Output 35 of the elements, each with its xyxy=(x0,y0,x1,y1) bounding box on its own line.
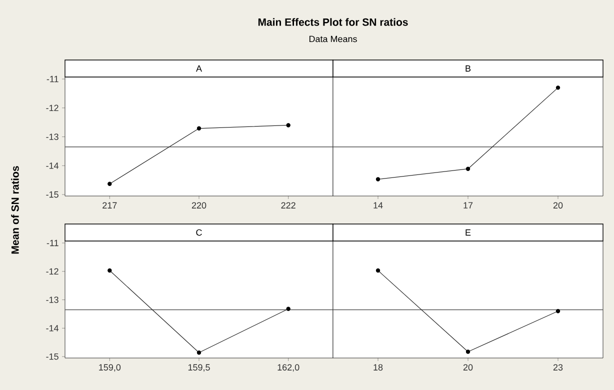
point xyxy=(286,123,290,128)
y-tick-label: -13 xyxy=(46,134,58,140)
x-tick-label: 217 xyxy=(102,202,117,208)
y-tick-label: -15 xyxy=(46,191,58,198)
point xyxy=(108,182,112,186)
x-tick-label: 162,0 xyxy=(278,364,300,372)
x-axis-title: B xyxy=(466,65,471,72)
point xyxy=(196,350,202,355)
point xyxy=(286,306,290,311)
y-tick-label: -11 xyxy=(46,240,58,246)
point xyxy=(108,268,112,273)
y-tick-label: -11 xyxy=(46,76,58,82)
x-tick-label: 159,0 xyxy=(99,364,121,372)
x-tick-label: 20 xyxy=(553,202,563,209)
y-tick-label: -12 xyxy=(46,268,58,275)
x-tick-label: 222 xyxy=(281,202,296,208)
y-tick-label: -13 xyxy=(46,296,58,303)
y-tick-label: -14 xyxy=(46,162,59,169)
point xyxy=(196,126,202,131)
y-tick-label: -12 xyxy=(46,104,58,112)
chart-title: Main Effects Plot for SN ratios xyxy=(258,18,408,26)
y-tick-label: -15 xyxy=(46,353,58,360)
x-tick-label: 159,5 xyxy=(188,364,210,372)
x-axis-title: C xyxy=(196,229,202,236)
x-tick-label: 220 xyxy=(192,202,206,209)
x-tick-label: 14 xyxy=(374,202,383,208)
chart-subtitle: Data Means xyxy=(309,36,357,42)
x-tick-label: 18 xyxy=(374,364,383,371)
x-tick-label: 23 xyxy=(553,364,563,371)
y-axis-title: Mean of SN ratios xyxy=(11,166,19,254)
x-axis-title: E xyxy=(466,229,471,236)
y-tick-label: -14 xyxy=(46,325,59,332)
x-axis-title: A xyxy=(196,65,202,72)
x-tick-label: 17 xyxy=(464,202,473,208)
x-tick-label: 20 xyxy=(463,364,473,371)
